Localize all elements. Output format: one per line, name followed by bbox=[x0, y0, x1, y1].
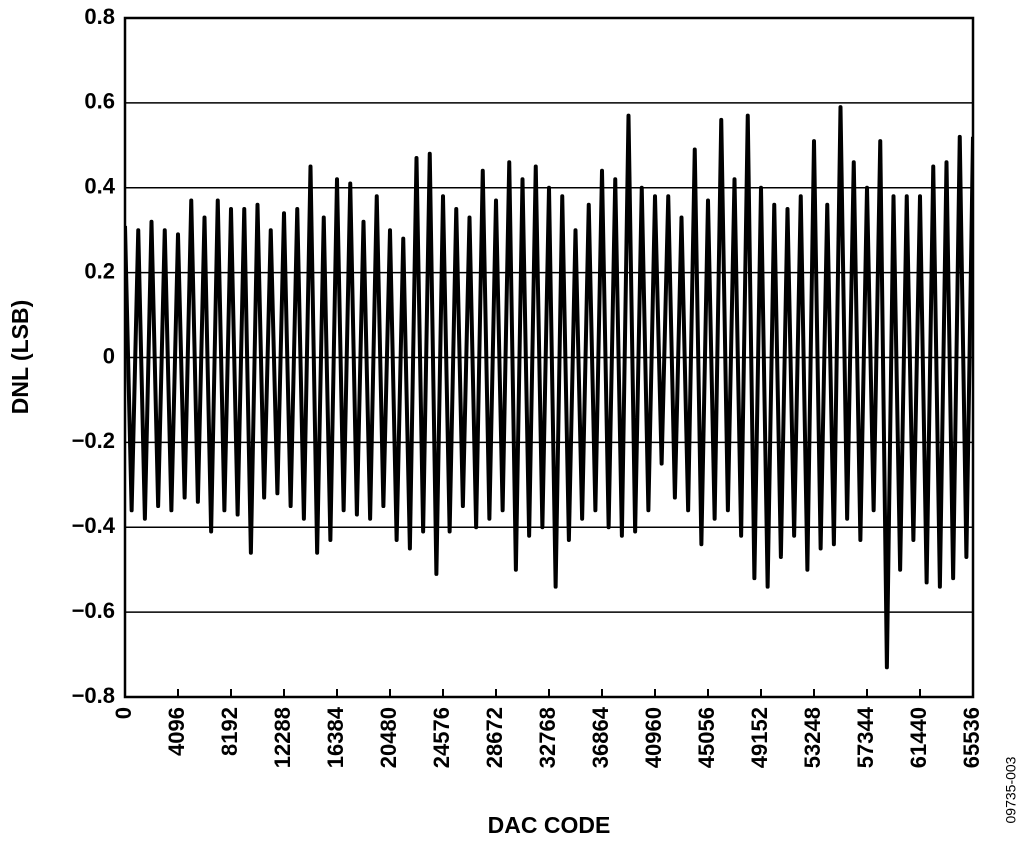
x-tick-label: 36864 bbox=[588, 706, 613, 768]
x-tick-label: 40960 bbox=[641, 707, 666, 768]
y-tick-label: −0.6 bbox=[72, 598, 115, 623]
x-tick-label: 16384 bbox=[323, 706, 348, 768]
x-axis-label: DAC CODE bbox=[488, 812, 611, 838]
x-tick-label: 8192 bbox=[217, 707, 242, 756]
x-tick-label: 4096 bbox=[164, 707, 189, 756]
y-tick-label: 0 bbox=[103, 343, 115, 368]
y-tick-label: −0.8 bbox=[72, 683, 115, 708]
dnl-line bbox=[125, 105, 973, 670]
plot-data bbox=[125, 105, 973, 670]
y-tick-label: 0.2 bbox=[84, 258, 115, 283]
x-tick-label: 45056 bbox=[694, 707, 719, 768]
y-tick-label: 0.4 bbox=[84, 174, 115, 199]
x-tick-label: 49152 bbox=[747, 707, 772, 768]
x-tick-label: 53248 bbox=[800, 707, 825, 768]
plot-frame bbox=[123, 16, 975, 699]
y-tick-label: −0.4 bbox=[72, 513, 116, 538]
x-tick-label: 20480 bbox=[376, 707, 401, 768]
x-tick-label: 28672 bbox=[482, 707, 507, 768]
x-tick-label: 24576 bbox=[429, 707, 454, 768]
figure-note: 09735-003 bbox=[1003, 756, 1019, 823]
x-tick-label: 61440 bbox=[906, 707, 931, 768]
x-tick-label: 57344 bbox=[853, 706, 878, 768]
x-tick-label: 32768 bbox=[535, 707, 560, 768]
y-tick-label: 0.8 bbox=[84, 4, 115, 29]
x-tick-label: 0 bbox=[111, 707, 136, 719]
x-tick-label: 12288 bbox=[270, 707, 295, 768]
y-tick-label: 0.6 bbox=[84, 89, 115, 114]
x-tick-label: 65536 bbox=[959, 707, 984, 768]
y-tick-label: −0.2 bbox=[72, 428, 115, 453]
y-axis-label: DNL (LSB) bbox=[7, 300, 33, 415]
